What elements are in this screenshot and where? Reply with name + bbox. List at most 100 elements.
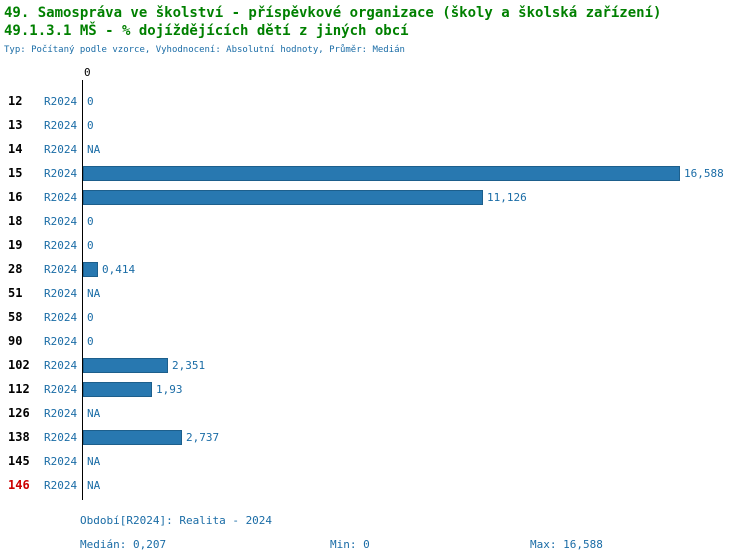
row-bar-area: 2,737 bbox=[82, 429, 750, 445]
row-bar-area: 11,126 bbox=[82, 189, 750, 205]
chart-row: 51 R2024 NA bbox=[0, 281, 750, 305]
row-period-label: R2024 bbox=[44, 430, 78, 444]
row-number-label: 145 bbox=[8, 454, 30, 468]
row-period-label: R2024 bbox=[44, 358, 78, 372]
bar bbox=[83, 165, 680, 181]
bar-value-label: 0 bbox=[87, 118, 94, 132]
row-period-label: R2024 bbox=[44, 118, 78, 132]
row-period-label: R2024 bbox=[44, 454, 78, 468]
footer-median-label: Medián: 0,207 bbox=[80, 538, 167, 551]
row-number-label: 16 bbox=[8, 190, 23, 204]
chart-row: 145 R2024 NA bbox=[0, 449, 750, 473]
chart-row: 13 R2024 0 bbox=[0, 113, 750, 137]
row-period-label: R2024 bbox=[44, 214, 78, 228]
row-number-label: 15 bbox=[8, 166, 23, 180]
row-bar-area: 1,93 bbox=[82, 381, 750, 397]
bar bbox=[83, 429, 182, 445]
chart-row: 28 R2024 0,414 bbox=[0, 257, 750, 281]
bar-value-label: 0 bbox=[87, 94, 94, 108]
row-period-label: R2024 bbox=[44, 142, 78, 156]
row-bar-area: 0 bbox=[82, 215, 750, 228]
row-bar-area: 0,414 bbox=[82, 261, 750, 277]
chart-row: 18 R2024 0 bbox=[0, 209, 750, 233]
footer-min-label: Min: 0 bbox=[330, 538, 370, 551]
row-bar-area: 0 bbox=[82, 119, 750, 132]
row-number-label: 18 bbox=[8, 214, 23, 228]
row-period-label: R2024 bbox=[44, 286, 78, 300]
bar-value-label: 0,414 bbox=[102, 262, 136, 276]
report-title-line2: 49.1.3.1 MŠ - % dojíždějících dětí z jin… bbox=[4, 23, 409, 39]
row-bar-area: 2,351 bbox=[82, 357, 750, 373]
chart-row: 58 R2024 0 bbox=[0, 305, 750, 329]
row-number-label: 51 bbox=[8, 286, 23, 300]
row-number-label: 19 bbox=[8, 238, 23, 252]
row-bar-area: NA bbox=[82, 407, 750, 420]
row-period-label: R2024 bbox=[44, 406, 78, 420]
bar bbox=[83, 261, 98, 277]
chart-row: 19 R2024 0 bbox=[0, 233, 750, 257]
row-number-label: 90 bbox=[8, 334, 23, 348]
row-bar-area: 0 bbox=[82, 239, 750, 252]
row-bar-area: NA bbox=[82, 479, 750, 492]
footer-stats-line: Medián: 0,207 Min: 0 Max: 16,588 bbox=[0, 538, 750, 554]
footer-max-label: Max: 16,588 bbox=[530, 538, 603, 551]
chart-row: 112 R2024 1,93 bbox=[0, 377, 750, 401]
bar-value-label: 2,737 bbox=[186, 430, 220, 444]
bar-value-label: NA bbox=[87, 454, 101, 468]
axis-line bbox=[82, 80, 83, 500]
chart-row: 16 R2024 11,126 bbox=[0, 185, 750, 209]
bar-value-label: NA bbox=[87, 142, 101, 156]
chart-row: 138 R2024 2,737 bbox=[0, 425, 750, 449]
bar-value-label: NA bbox=[87, 406, 101, 420]
chart-row: 14 R2024 NA bbox=[0, 137, 750, 161]
row-number-label: 13 bbox=[8, 118, 23, 132]
bar-value-label: 1,93 bbox=[156, 382, 183, 396]
row-period-label: R2024 bbox=[44, 166, 78, 180]
row-bar-area: NA bbox=[82, 455, 750, 468]
bar-value-label: 11,126 bbox=[487, 190, 527, 204]
axis-zero-label: 0 bbox=[84, 66, 91, 79]
chart-rows: 12 R2024 0 13 R2024 0 14 R2024 NA 15 R20… bbox=[0, 89, 750, 497]
report-subtitle: Typ: Počítaný podle vzorce, Vyhodnocení:… bbox=[4, 45, 405, 55]
row-bar-area: 0 bbox=[82, 335, 750, 348]
chart-row: 15 R2024 16,588 bbox=[0, 161, 750, 185]
row-number-label: 102 bbox=[8, 358, 30, 372]
row-number-label: 12 bbox=[8, 94, 23, 108]
bar-value-label: NA bbox=[87, 286, 101, 300]
bar-value-label: 0 bbox=[87, 214, 94, 228]
row-bar-area: 0 bbox=[82, 311, 750, 324]
row-period-label: R2024 bbox=[44, 190, 78, 204]
row-bar-area: NA bbox=[82, 287, 750, 300]
row-number-label: 14 bbox=[8, 142, 23, 156]
row-bar-area: NA bbox=[82, 143, 750, 156]
chart-row: 90 R2024 0 bbox=[0, 329, 750, 353]
row-period-label: R2024 bbox=[44, 478, 78, 492]
bar-value-label: 2,351 bbox=[172, 358, 206, 372]
row-period-label: R2024 bbox=[44, 238, 78, 252]
bar bbox=[83, 381, 152, 397]
report-title-line1: 49. Samospráva ve školství - příspěvkové… bbox=[4, 5, 662, 21]
row-number-label: 146 bbox=[8, 478, 30, 492]
row-period-label: R2024 bbox=[44, 382, 78, 396]
bar-value-label: 0 bbox=[87, 238, 94, 252]
row-number-label: 112 bbox=[8, 382, 30, 396]
row-number-label: 28 bbox=[8, 262, 23, 276]
row-number-label: 126 bbox=[8, 406, 30, 420]
bar-value-label: 0 bbox=[87, 310, 94, 324]
chart-row: 126 R2024 NA bbox=[0, 401, 750, 425]
chart-row: 12 R2024 0 bbox=[0, 89, 750, 113]
footer-period-line: Období[R2024]: Realita - 2024 bbox=[80, 514, 273, 527]
row-number-label: 138 bbox=[8, 430, 30, 444]
bar-value-label: NA bbox=[87, 478, 101, 492]
row-period-label: R2024 bbox=[44, 262, 78, 276]
row-number-label: 58 bbox=[8, 310, 23, 324]
row-bar-area: 0 bbox=[82, 95, 750, 108]
bar bbox=[83, 189, 483, 205]
chart-row: 146 R2024 NA bbox=[0, 473, 750, 497]
bar-value-label: 16,588 bbox=[684, 166, 724, 180]
row-period-label: R2024 bbox=[44, 310, 78, 324]
bar bbox=[83, 357, 168, 373]
row-bar-area: 16,588 bbox=[82, 165, 750, 181]
row-period-label: R2024 bbox=[44, 334, 78, 348]
